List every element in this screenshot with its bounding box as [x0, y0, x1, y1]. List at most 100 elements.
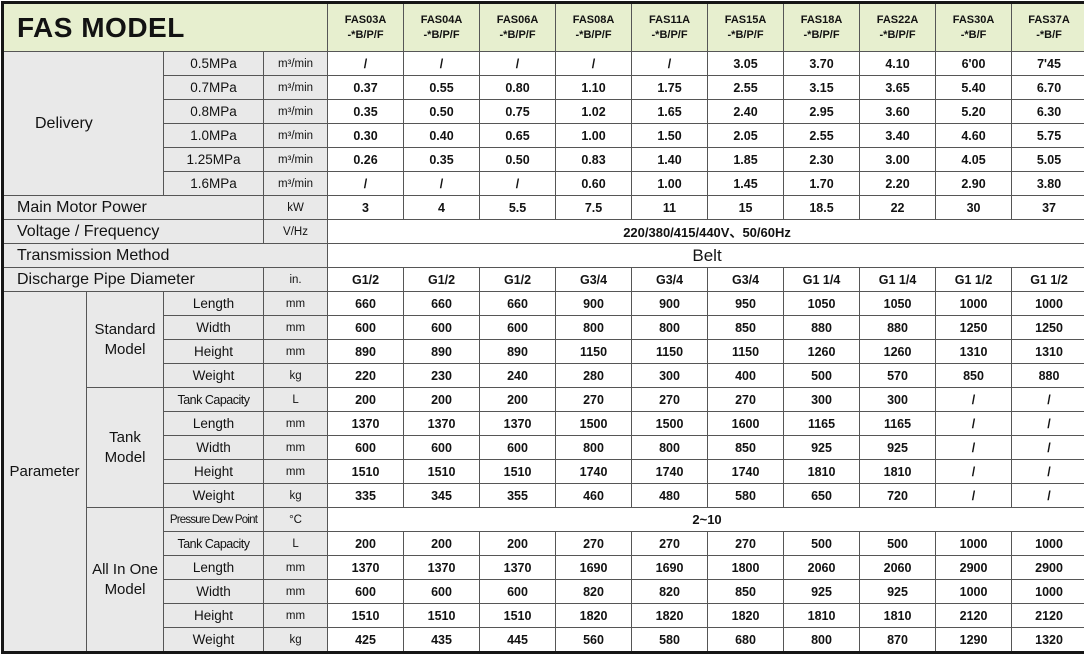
value-cell: 600 — [328, 436, 404, 460]
value-cell: 880 — [1012, 364, 1084, 388]
value-cell: 18.5 — [784, 196, 860, 220]
value-cell: 1510 — [328, 604, 404, 628]
unit-cell: mm — [264, 580, 328, 604]
model-suffix: -*B/P/F — [557, 28, 630, 43]
value-cell: 0.50 — [404, 100, 480, 124]
value-cell: 1810 — [784, 604, 860, 628]
value-cell: 1810 — [860, 604, 936, 628]
value-cell: 0.75 — [480, 100, 556, 124]
value-cell: 1150 — [632, 340, 708, 364]
value-cell: 1.45 — [708, 172, 784, 196]
value-cell: 1250 — [1012, 316, 1084, 340]
value-cell: 3.65 — [860, 76, 936, 100]
value-cell: 6.30 — [1012, 100, 1084, 124]
value-cell: 1820 — [632, 604, 708, 628]
value-cell: 800 — [784, 628, 860, 653]
row-label: Height — [164, 604, 264, 628]
value-cell: 580 — [632, 628, 708, 653]
value-cell: 1.70 — [784, 172, 860, 196]
group-label-tank-model: Tank Model — [87, 388, 164, 508]
row-label: Width — [164, 580, 264, 604]
row-label: 0.8MPa — [164, 100, 264, 124]
value-cell: 2060 — [860, 556, 936, 580]
value-cell: / — [556, 52, 632, 76]
value-cell: 800 — [556, 436, 632, 460]
value-cell: 7'45 — [1012, 52, 1084, 76]
value-cell: / — [1012, 388, 1084, 412]
value-cell: 3 — [328, 196, 404, 220]
value-cell: 0.30 — [328, 124, 404, 148]
value-cell: 220 — [328, 364, 404, 388]
value-cell: 2.95 — [784, 100, 860, 124]
value-cell: / — [328, 52, 404, 76]
model-suffix: -*B/P/F — [861, 28, 934, 43]
value-cell: 660 — [328, 292, 404, 316]
model-name: FAS08A — [557, 13, 630, 28]
pressure-dew-point-value: 2~10 — [328, 508, 1084, 532]
value-cell: G3/4 — [632, 268, 708, 292]
row-label: Length — [164, 556, 264, 580]
value-cell: 270 — [708, 532, 784, 556]
unit-cell: mm — [264, 604, 328, 628]
value-cell: 1.75 — [632, 76, 708, 100]
value-cell: 1500 — [556, 412, 632, 436]
value-cell: 600 — [404, 316, 480, 340]
value-cell: 280 — [556, 364, 632, 388]
value-cell: 240 — [480, 364, 556, 388]
value-cell: 0.35 — [328, 100, 404, 124]
value-cell: 1510 — [328, 460, 404, 484]
model-column-header: FAS37A-*B/F — [1012, 3, 1084, 52]
unit-cell: mm — [264, 412, 328, 436]
value-cell: 200 — [328, 388, 404, 412]
value-cell: 1000 — [1012, 292, 1084, 316]
model-column-header: FAS22A-*B/P/F — [860, 3, 936, 52]
value-cell: 2120 — [936, 604, 1012, 628]
value-cell: 4 — [404, 196, 480, 220]
value-cell: 200 — [480, 388, 556, 412]
value-cell: 1370 — [480, 556, 556, 580]
value-cell: 1690 — [632, 556, 708, 580]
value-cell: 580 — [708, 484, 784, 508]
unit-cell: mm — [264, 292, 328, 316]
row-label: Pressure Dew Point — [164, 508, 264, 532]
model-suffix: -*B/P/F — [785, 28, 858, 43]
value-cell: 1820 — [556, 604, 632, 628]
value-cell: 1165 — [784, 412, 860, 436]
value-cell: 1370 — [404, 412, 480, 436]
value-cell: G1/2 — [328, 268, 404, 292]
row-label: Tank Capacity — [164, 388, 264, 412]
value-cell: 2.55 — [784, 124, 860, 148]
table-row: Voltage / Frequency V/Hz 220/380/415/440… — [3, 220, 1084, 244]
value-cell: 1.00 — [556, 124, 632, 148]
value-cell: 1.00 — [632, 172, 708, 196]
value-cell: 870 — [860, 628, 936, 653]
value-cell: 1510 — [480, 460, 556, 484]
unit-cell: °C — [264, 508, 328, 532]
unit-cell: kW — [264, 196, 328, 220]
value-cell: 680 — [708, 628, 784, 653]
value-cell: 1690 — [556, 556, 632, 580]
unit-cell: kg — [264, 484, 328, 508]
value-cell: 335 — [328, 484, 404, 508]
unit-cell: kg — [264, 628, 328, 653]
value-cell: 6.70 — [1012, 76, 1084, 100]
value-cell: 820 — [556, 580, 632, 604]
value-cell: / — [936, 412, 1012, 436]
value-cell: 0.55 — [404, 76, 480, 100]
value-cell: 2060 — [784, 556, 860, 580]
value-cell: 880 — [784, 316, 860, 340]
row-label: Tank Capacity — [164, 532, 264, 556]
value-cell: 925 — [860, 436, 936, 460]
value-cell: 1310 — [1012, 340, 1084, 364]
transmission-method-value: Belt — [328, 244, 1084, 268]
value-cell: 1510 — [404, 604, 480, 628]
value-cell: 445 — [480, 628, 556, 653]
value-cell: 5.75 — [1012, 124, 1084, 148]
